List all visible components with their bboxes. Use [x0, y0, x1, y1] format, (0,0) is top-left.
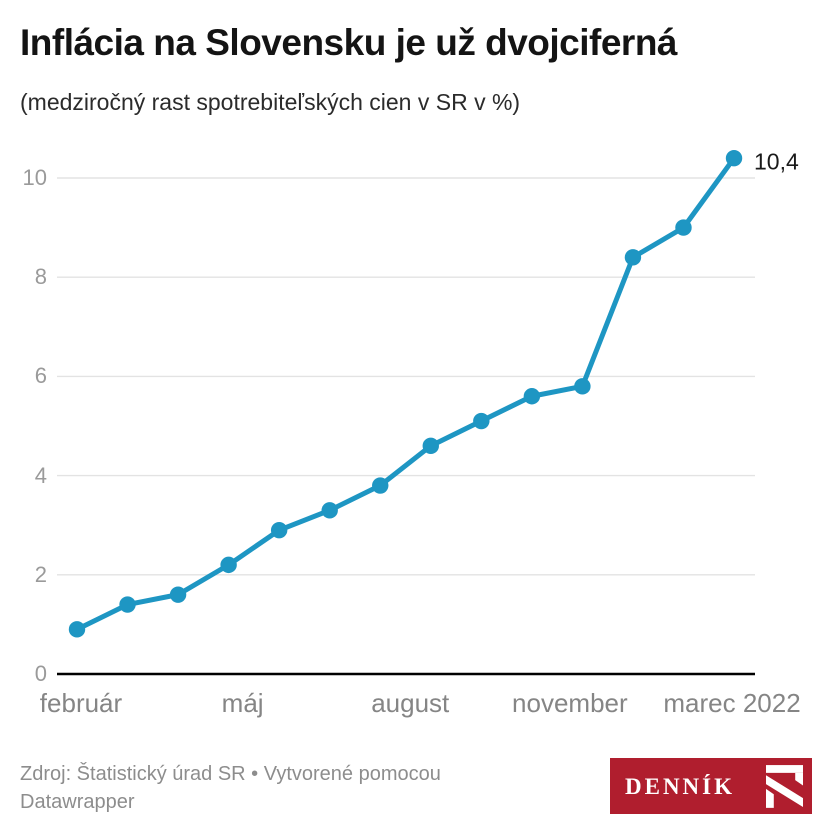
data-point [270, 521, 288, 539]
data-point [372, 477, 389, 494]
data-point [169, 586, 187, 603]
last-value-label: 10,4 [754, 148, 799, 175]
data-point [321, 502, 338, 519]
data-point [624, 249, 642, 266]
y-axis-tick-label: 6 [34, 363, 47, 389]
logo-wordmark: DENNÍK [625, 774, 736, 799]
dennik-n-logo: DENNÍK [610, 758, 812, 814]
y-axis-tick-label: 4 [34, 462, 47, 488]
source-line-2: Datawrapper [20, 791, 135, 813]
chart-title: Inflácia na Slovensku je už dvojciferná [20, 22, 678, 63]
line-chart: 0 2 4 6 8 10 február máj august november marec 20… [0, 140, 840, 740]
data-point [725, 149, 743, 167]
y-axis-tick-label: 0 [34, 661, 47, 686]
source-line-1: Zdroj: Štatistický úrad SR • Vytvorené p… [20, 763, 441, 785]
x-axis-tick-label: máj [221, 688, 264, 718]
dennik-n-mark-icon [766, 764, 803, 808]
data-point [675, 219, 692, 236]
y-axis-tick-label: 2 [34, 561, 47, 587]
x-axis-tick-label: november [512, 688, 628, 718]
data-point [422, 437, 439, 455]
data-point [523, 388, 541, 405]
inflation-line [74, 155, 737, 632]
y-axis-tick-label: 10 [22, 165, 47, 190]
x-axis-tick-label: august [371, 688, 450, 718]
source-attribution: Zdroj: Štatistický úrad SR • Vytvorené p… [20, 760, 441, 816]
data-point [473, 412, 490, 430]
y-axis-tick-label: 8 [34, 264, 47, 290]
plot-area [57, 149, 755, 676]
data-point [574, 378, 591, 395]
data-point [119, 596, 136, 613]
x-axis-tick-label: február [39, 688, 123, 718]
x-axis-tick-label: marec 2022 [663, 688, 801, 718]
data-point [220, 556, 237, 574]
chart-subtitle: (medziročný rast spotrebiteľských cien v… [20, 89, 521, 115]
data-point [68, 621, 86, 638]
